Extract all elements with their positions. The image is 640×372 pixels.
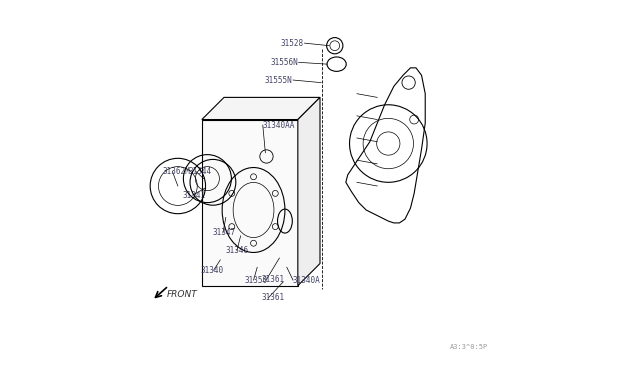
Text: FRONT: FRONT <box>167 291 198 299</box>
Text: 31340A: 31340A <box>292 276 320 285</box>
Text: 31340: 31340 <box>200 266 223 275</box>
Text: 31347: 31347 <box>213 228 236 237</box>
Polygon shape <box>202 119 298 286</box>
Text: 31341: 31341 <box>182 191 206 200</box>
Text: 31344: 31344 <box>189 167 212 176</box>
Polygon shape <box>202 97 320 119</box>
Text: 31555N: 31555N <box>264 76 292 84</box>
Polygon shape <box>298 97 320 286</box>
Text: 31350: 31350 <box>244 276 268 285</box>
Text: 31528: 31528 <box>280 39 303 48</box>
Text: A3:3^0:5P: A3:3^0:5P <box>450 344 488 350</box>
Text: 31361: 31361 <box>262 275 285 284</box>
Text: 31556N: 31556N <box>270 58 298 67</box>
Text: 31362M: 31362M <box>163 167 190 176</box>
Text: 31340AA: 31340AA <box>263 121 295 129</box>
Text: 31361: 31361 <box>262 294 285 302</box>
Text: 31346: 31346 <box>226 246 249 255</box>
